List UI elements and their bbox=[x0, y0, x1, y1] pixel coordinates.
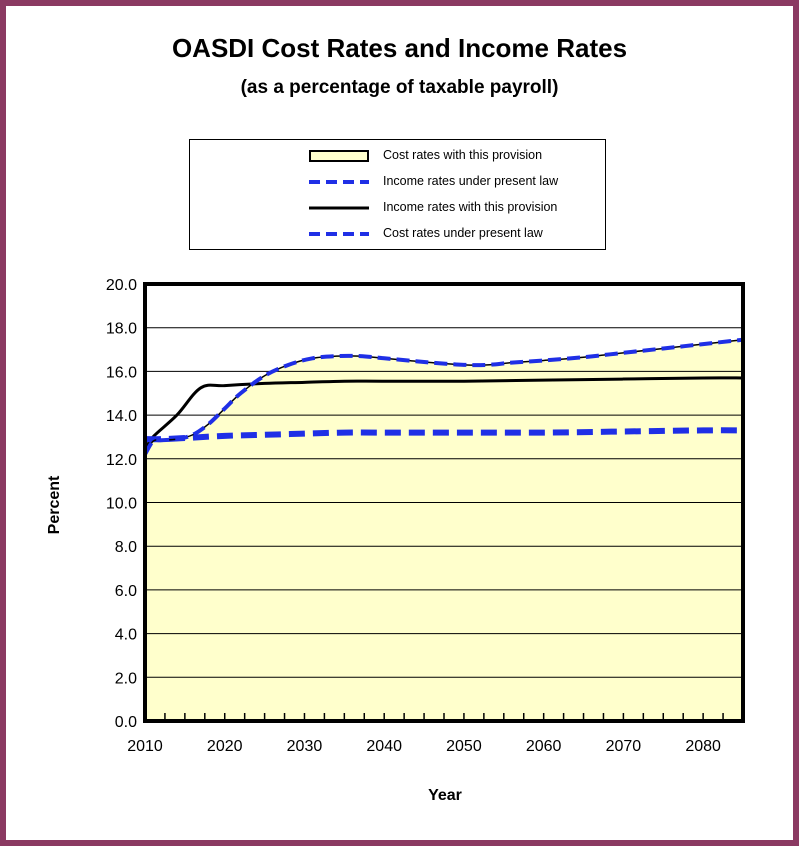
legend-label: Income rates under present law bbox=[383, 174, 559, 188]
y-tick-label: 10.0 bbox=[106, 496, 137, 513]
legend-item-income-present: Income rates under present law bbox=[190, 171, 605, 193]
legend-item-cost-present: Cost rates under present law bbox=[190, 223, 605, 245]
y-tick-label: 2.0 bbox=[115, 670, 137, 687]
legend-item-cost-with: Cost rates with this provision bbox=[190, 145, 605, 167]
series-line-cost-present-law bbox=[143, 337, 744, 456]
series-line-income-with-provision bbox=[143, 376, 744, 451]
chart-title: OASDI Cost Rates and Income Rates bbox=[171, 33, 628, 63]
x-tick-label: 2060 bbox=[526, 738, 562, 755]
chart-subtitle: (as a percentage of taxable payroll) bbox=[240, 77, 559, 98]
y-tick-label: 16.0 bbox=[106, 364, 137, 381]
legend-item-income-with: Income rates with this provision bbox=[190, 197, 605, 219]
legend-label: Cost rates with this provision bbox=[383, 148, 543, 162]
x-tick-label: 2020 bbox=[207, 738, 243, 755]
x-tick-label: 2050 bbox=[446, 738, 482, 755]
y-tick-label: 18.0 bbox=[106, 321, 137, 338]
x-tick-label: 2080 bbox=[685, 738, 721, 755]
y-tick-label: 12.0 bbox=[106, 452, 137, 469]
x-axis-title: Year bbox=[428, 787, 462, 804]
x-tick-label: 2040 bbox=[366, 738, 402, 755]
legend-label: Cost rates under present law bbox=[383, 226, 543, 240]
legend-swatch-area bbox=[309, 150, 369, 162]
y-tick-label: 8.0 bbox=[115, 539, 137, 556]
legend-swatch-solid-black bbox=[309, 206, 369, 210]
y-tick-label: 20.0 bbox=[106, 277, 137, 294]
y-tick-label: 14.0 bbox=[106, 408, 137, 425]
legend-label: Income rates with this provision bbox=[383, 200, 558, 214]
x-tick-label: 2010 bbox=[127, 738, 163, 755]
chart-legend: Cost rates with this provision Income ra… bbox=[189, 139, 606, 250]
legend-swatch-dashed-blue bbox=[309, 180, 369, 184]
legend-swatch-dashed-blue bbox=[309, 232, 369, 236]
series-area-cost-with-provision bbox=[145, 339, 743, 721]
y-tick-label: 6.0 bbox=[115, 583, 137, 600]
y-tick-label: 0.0 bbox=[115, 714, 137, 731]
x-tick-label: 2030 bbox=[287, 738, 323, 755]
y-tick-label: 4.0 bbox=[115, 627, 137, 644]
x-tick-label: 2070 bbox=[606, 738, 642, 755]
y-axis-title: Percent bbox=[46, 475, 63, 534]
